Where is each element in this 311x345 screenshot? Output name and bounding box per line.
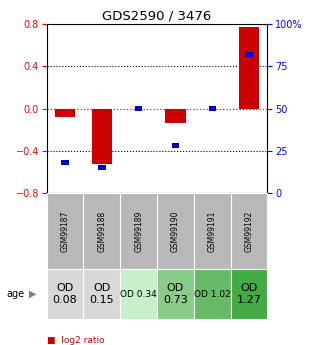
Text: age: age	[6, 289, 24, 299]
Text: GSM99192: GSM99192	[244, 210, 253, 252]
Bar	[239, 27, 259, 109]
Text: OD
0.15: OD 0.15	[90, 283, 114, 305]
Text: OD 1.02: OD 1.02	[194, 289, 231, 299]
Bar	[245, 52, 253, 57]
Bar	[209, 106, 216, 111]
Bar	[135, 106, 142, 111]
Text: GSM99189: GSM99189	[134, 210, 143, 252]
Bar	[61, 160, 69, 165]
Text: ▶: ▶	[29, 289, 36, 299]
Text: GSM99188: GSM99188	[97, 210, 106, 252]
Text: OD 0.34: OD 0.34	[120, 289, 157, 299]
Title: GDS2590 / 3476: GDS2590 / 3476	[102, 10, 212, 23]
Bar	[92, 109, 112, 164]
Text: GSM99190: GSM99190	[171, 210, 180, 252]
Text: GSM99191: GSM99191	[208, 210, 217, 252]
Text: OD
0.73: OD 0.73	[163, 283, 188, 305]
Bar	[165, 109, 186, 124]
Text: OD
0.08: OD 0.08	[53, 283, 77, 305]
Bar	[172, 144, 179, 148]
Text: GSM99187: GSM99187	[61, 210, 70, 252]
Bar	[55, 109, 75, 117]
Text: OD
1.27: OD 1.27	[237, 283, 262, 305]
Bar	[98, 166, 105, 170]
Text: ■  log2 ratio: ■ log2 ratio	[47, 336, 104, 345]
